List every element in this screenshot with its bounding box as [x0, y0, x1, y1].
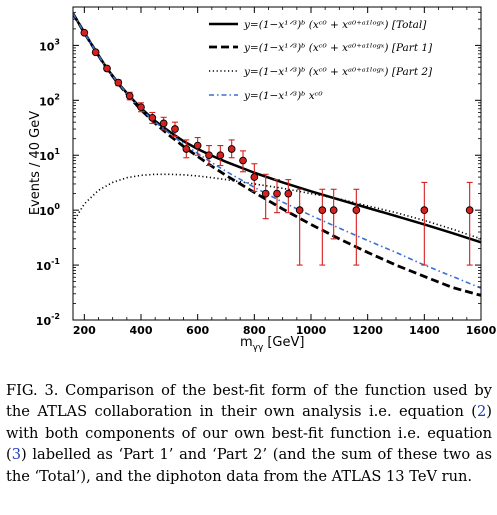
y-tick-exponent: 3: [54, 37, 60, 46]
equation-ref-2-link[interactable]: 2: [477, 403, 487, 421]
data-point: [137, 103, 145, 112]
data-point: [239, 156, 247, 165]
y-tick-label: 10-2: [36, 312, 60, 328]
data-point: [329, 206, 338, 215]
data-point: [273, 189, 281, 198]
data-point: [216, 151, 225, 160]
caption-fig-label: FIG. 3.: [6, 382, 59, 399]
x-tick-label: 200: [73, 324, 96, 337]
caption-text-1: Comparison of the best-fit form of the f…: [6, 382, 493, 421]
figure-caption: FIG. 3. Comparison of the best-fit form …: [6, 380, 492, 487]
x-tick-label: 1600: [466, 324, 497, 337]
x-tick-label: 400: [130, 324, 153, 337]
data-point: [125, 92, 134, 100]
x-tick-label: 800: [243, 324, 266, 337]
y-tick-label: 100: [39, 202, 60, 218]
legend-label: y=(1−x¹ᐟ³)ᵇ (xᶜ⁰ + xᵃ⁰⁺ᵃ¹ˡᵒᵍˣ) [Total]: [243, 19, 427, 31]
data-point: [420, 206, 429, 215]
x-axis-title-var: m: [240, 335, 253, 350]
data-point: [182, 145, 191, 153]
y-tick-label: 102: [39, 92, 60, 108]
data-point: [250, 173, 259, 181]
y-tick-exponent: 1: [54, 147, 60, 156]
x-axis-title: mγγ [GeV]: [240, 335, 304, 353]
data-point: [284, 189, 293, 198]
data-point: [465, 206, 474, 215]
legend: y=(1−x¹ᐟ³)ᵇ (xᶜ⁰ + xᵃ⁰⁺ᵃ¹ˡᵒᵍˣ) [Total] y=…: [209, 19, 433, 102]
data-points-group: [80, 28, 474, 266]
x-axis-title-subscript: γγ: [253, 343, 264, 353]
legend-label: y=(1−x¹ᐟ³)ᵇ xᶜ⁰: [243, 90, 323, 102]
y-tick-exponent: -2: [51, 312, 60, 321]
x-tick-label: 1400: [409, 324, 440, 337]
legend-label: y=(1−x¹ᐟ³)ᵇ (xᶜ⁰ + xᵃ⁰⁺ᵃ¹ˡᵒᵍˣ) [Part 1]: [243, 42, 433, 54]
y-tick-label: 10-1: [36, 257, 61, 273]
data-point: [103, 64, 111, 73]
x-tick-label: 600: [186, 324, 209, 337]
y-tick-exponent: -1: [51, 257, 60, 266]
equation-ref-3-link[interactable]: 3: [11, 446, 21, 464]
data-point: [80, 28, 89, 37]
y-tick-base: 10: [39, 95, 55, 108]
series-line-atlas-function: [73, 13, 481, 289]
legend-label: y=(1−x¹ᐟ³)ᵇ (xᶜ⁰ + xᵃ⁰⁺ᵃ¹ˡᵒᵍˣ) [Part 2]: [243, 66, 433, 78]
data-point: [171, 125, 179, 133]
y-tick-exponent: 2: [54, 92, 60, 101]
y-tick-base: 10: [36, 260, 52, 273]
x-tick-label: 1000: [296, 324, 327, 337]
data-point: [114, 78, 123, 87]
y-tick-label: 101: [39, 147, 60, 163]
data-point: [148, 113, 157, 122]
data-point: [193, 141, 202, 150]
data-point: [227, 145, 236, 153]
x-axis: 200 400 600 800 1000 1200 1400 1600: [73, 7, 497, 337]
caption-text-2: ) with both components of our own best-f…: [6, 403, 492, 464]
x-axis-title-unit: [GeV]: [267, 335, 304, 350]
x-tick-label: 1200: [352, 324, 383, 337]
chart: 200 400 600 800 1000 1200 1400 1600 10-210-1100…: [28, 6, 497, 353]
data-point: [295, 206, 304, 215]
caption-text-3: ) labelled as ‘Part 1’ and ‘Part 2’ (and…: [6, 446, 492, 485]
data-point: [261, 189, 270, 198]
data-point: [352, 206, 361, 215]
data-point: [205, 151, 213, 160]
y-tick-label: 103: [39, 37, 60, 53]
series-line-part1: [73, 12, 481, 297]
data-point: [159, 119, 168, 128]
y-tick-base: 10: [36, 315, 52, 328]
series-group: [73, 12, 481, 297]
data-point: [318, 206, 327, 215]
y-tick-exponent: 0: [54, 202, 60, 211]
y-tick-base: 10: [39, 205, 55, 218]
y-axis-title: Events / 40 GeV: [28, 111, 43, 215]
y-tick-base: 10: [39, 150, 55, 163]
data-point: [91, 48, 100, 57]
y-tick-base: 10: [39, 40, 55, 53]
